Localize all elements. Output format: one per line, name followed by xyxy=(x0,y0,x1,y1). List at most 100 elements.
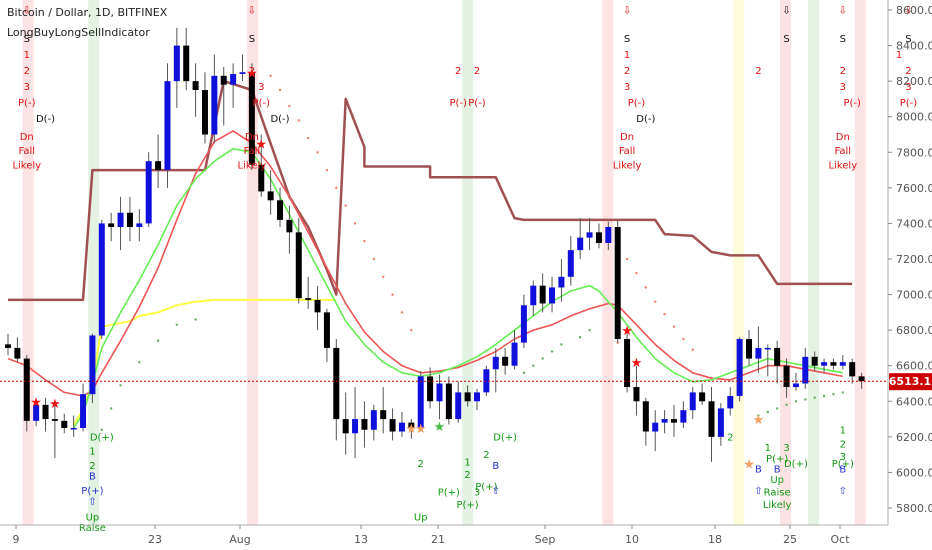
candle-up xyxy=(689,392,696,411)
x-tick-label: 9 xyxy=(13,533,20,546)
trail-dot-green xyxy=(109,407,113,410)
signal-label: ⇩ xyxy=(782,6,790,17)
trail-dot-green xyxy=(578,336,582,339)
star-marker-green: ★ xyxy=(434,420,446,435)
signal-label: D(+) xyxy=(493,432,517,443)
signal-label: 2 xyxy=(464,470,470,481)
signal-label: 1 xyxy=(89,447,95,458)
candle-down xyxy=(633,387,640,402)
signal-label: 3 xyxy=(624,82,630,93)
candle-up xyxy=(474,392,480,402)
trail-dot-green xyxy=(832,392,835,396)
trail-dot-green xyxy=(175,323,179,327)
candle-up xyxy=(98,223,105,336)
trail-dot-green xyxy=(766,410,769,414)
candle-down xyxy=(5,344,11,348)
candle-up xyxy=(70,427,77,430)
candle-up xyxy=(483,369,490,393)
signal-label: P(-) xyxy=(843,98,861,109)
signal-label: 2 xyxy=(249,66,255,77)
candle-down xyxy=(323,312,330,348)
star-marker-red: ★ xyxy=(30,395,42,410)
trail-dot-red xyxy=(635,272,638,275)
signal-label: S xyxy=(249,34,255,45)
candle-down xyxy=(267,191,274,201)
signal-label: Dn xyxy=(836,132,850,143)
candle-up xyxy=(661,419,668,423)
y-tick-label: 7800.0 xyxy=(896,146,932,159)
signal-band-red xyxy=(780,0,792,525)
candle-up xyxy=(173,45,180,82)
candle-down xyxy=(849,362,856,377)
candle-down xyxy=(595,232,602,243)
candle-up xyxy=(577,237,584,251)
star-marker-orange: ★ xyxy=(753,413,765,428)
signal-label: 2 xyxy=(624,66,630,77)
price-badge-label: 6513.1 xyxy=(889,375,931,388)
candle-up xyxy=(764,347,771,350)
signal-label: Fall xyxy=(619,146,636,157)
star-marker-red: ★ xyxy=(246,66,258,81)
trail-dot-red xyxy=(644,286,648,289)
signal-label: B xyxy=(774,464,781,475)
candle-down xyxy=(464,392,471,402)
signal-label: 3 xyxy=(783,443,789,454)
signal-label: 1 xyxy=(840,425,846,436)
signal-label: Likely xyxy=(12,160,41,171)
candle-up xyxy=(727,395,734,409)
x-tick-label: Sep xyxy=(535,533,556,546)
candle-up xyxy=(211,75,218,135)
fast-ma-line xyxy=(73,147,843,429)
signal-label: Likely xyxy=(613,160,642,171)
signal-band-red xyxy=(854,0,866,525)
candle-up xyxy=(230,74,237,85)
y-axis-ticks: 8600.0 8400.0 8200.0 8000.0 7800.0 7600.0 7400… xyxy=(888,4,932,515)
candle-up xyxy=(511,342,518,366)
y-tick-label: 6400.0 xyxy=(896,395,932,408)
indicator-dots xyxy=(100,74,845,431)
signal-label: B xyxy=(492,461,499,472)
trail-dot-red xyxy=(306,136,310,140)
trail-dot-red xyxy=(382,275,385,278)
trail-dot-red xyxy=(363,240,366,243)
signal-label: P(+) xyxy=(438,488,460,499)
candle-down xyxy=(286,219,293,233)
star-marker-red: ★ xyxy=(49,397,61,412)
trail-dot-green xyxy=(550,350,554,353)
star-marker-orange: ★ xyxy=(743,458,755,473)
candle-down xyxy=(220,75,227,85)
trail-dot-green xyxy=(138,360,141,364)
signal-band-red xyxy=(602,0,614,525)
trail-dot-green xyxy=(156,339,160,343)
trail-dot-red xyxy=(682,337,685,341)
y-tick-label: 8400.0 xyxy=(896,40,932,53)
signal-label: S xyxy=(24,34,30,45)
trail-dot-green xyxy=(813,396,816,399)
candles[interactable] xyxy=(5,27,865,462)
trail-dot-green xyxy=(804,398,807,401)
y-tick-label: 7400.0 xyxy=(896,217,932,230)
candle-up xyxy=(33,404,40,421)
signal-label: 1 xyxy=(464,457,470,468)
signal-label: Dn xyxy=(245,132,259,143)
candle-up xyxy=(605,226,612,243)
signal-label: Likely xyxy=(763,500,792,511)
candle-down xyxy=(248,72,255,165)
signal-label: 1 xyxy=(896,50,902,61)
candle-up xyxy=(398,422,405,432)
signal-label: B xyxy=(89,472,96,483)
candle-down xyxy=(408,422,415,428)
signal-label: D(+) xyxy=(784,459,808,470)
candle-up xyxy=(802,356,809,384)
price-badge[interactable]: 6513.1 xyxy=(889,373,932,391)
signal-label: P(+) xyxy=(766,454,788,465)
signal-label: 2 xyxy=(455,66,461,77)
candle-up xyxy=(492,356,499,370)
candle-up xyxy=(136,223,143,227)
candle-down xyxy=(699,392,706,402)
candle-up xyxy=(352,419,359,434)
x-tick-label: 13 xyxy=(354,533,368,546)
signal-label: 2 xyxy=(755,66,761,77)
star-marker-orange: ★ xyxy=(406,422,418,437)
